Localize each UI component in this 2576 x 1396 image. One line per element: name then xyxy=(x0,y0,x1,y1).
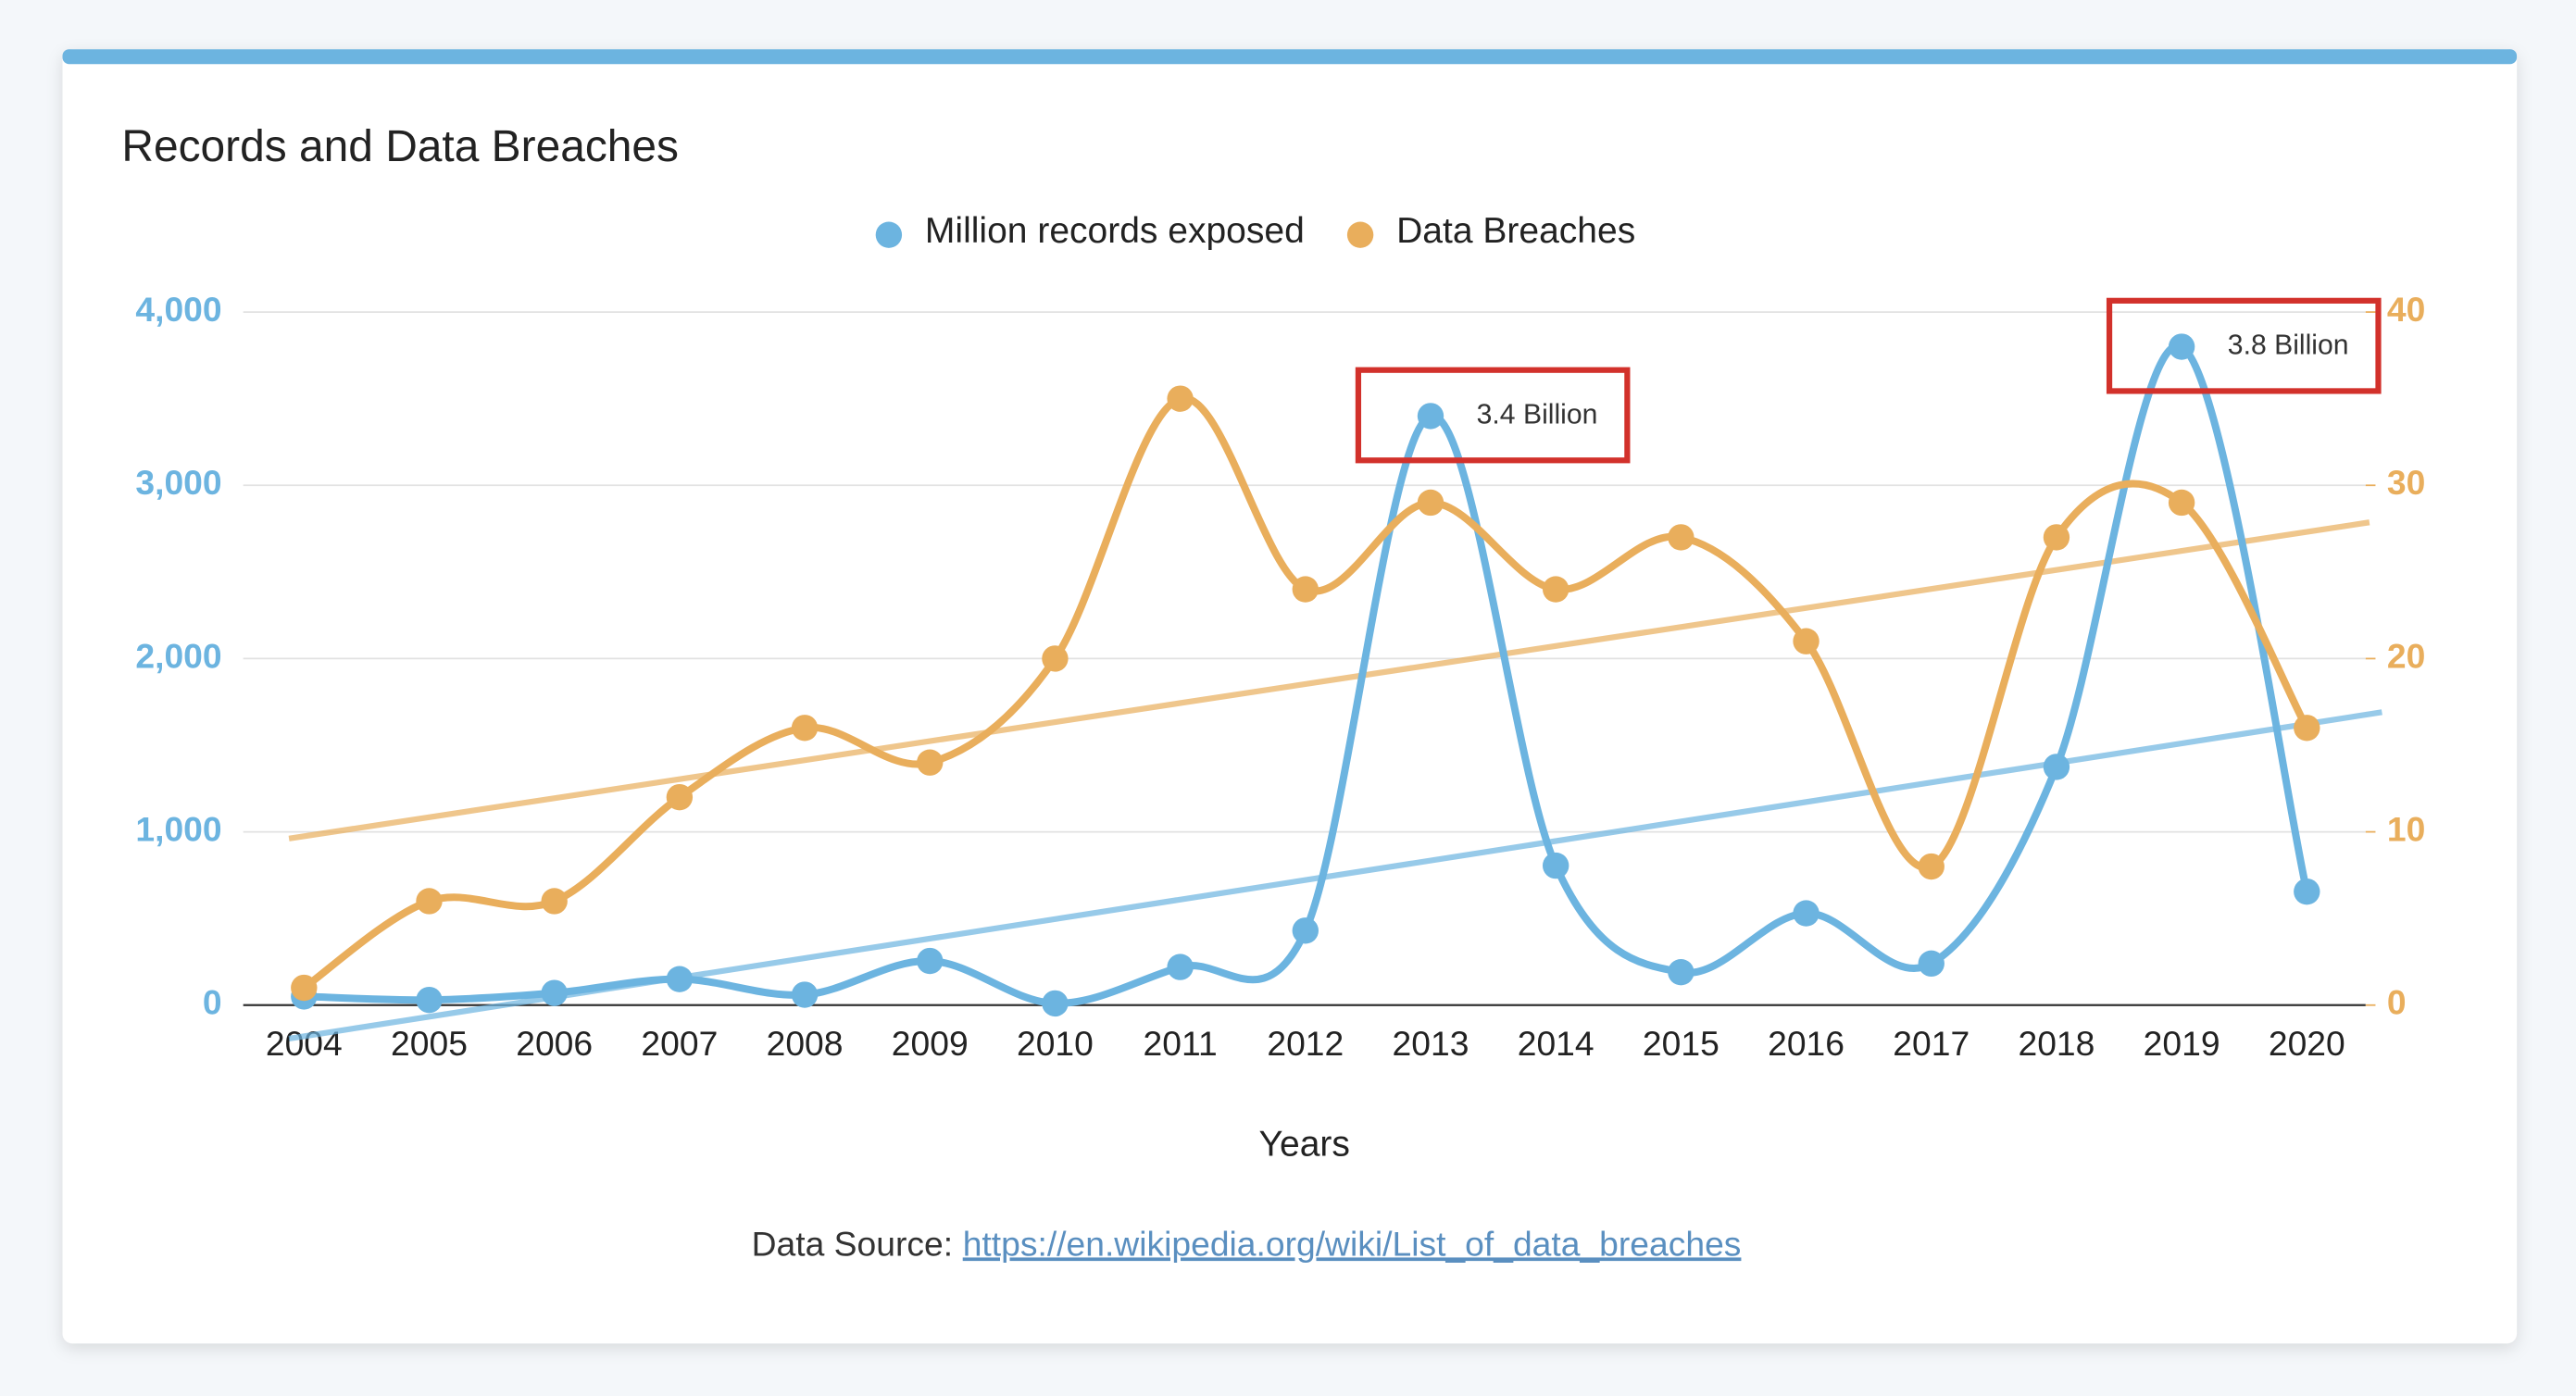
data-point xyxy=(917,947,944,975)
y2-tick-label: 40 xyxy=(2387,290,2425,329)
y2-tick-label: 0 xyxy=(2387,983,2407,1022)
legend: Million records exposed Data Breaches xyxy=(875,211,1635,251)
x-tick-label: 2016 xyxy=(1768,1024,1844,1063)
x-tick-label: 2015 xyxy=(1643,1024,1719,1063)
legend-marker xyxy=(1346,221,1374,248)
data-point xyxy=(1793,900,1819,927)
data-point xyxy=(1417,403,1444,430)
data-point xyxy=(541,888,568,915)
x-tick-label: 2006 xyxy=(516,1024,593,1063)
x-tick-label: 2009 xyxy=(892,1024,969,1063)
data-point xyxy=(791,981,819,1008)
y2-tick-label: 30 xyxy=(2387,463,2425,502)
legend-marker xyxy=(875,221,903,248)
data-point xyxy=(1542,576,1569,603)
x-tick-label: 2017 xyxy=(1893,1024,1970,1063)
data-point xyxy=(1793,628,1819,654)
data-point xyxy=(1292,917,1319,944)
data-point xyxy=(2294,715,2320,742)
data-point xyxy=(666,966,694,992)
data-point xyxy=(291,974,318,1002)
data-point xyxy=(1042,990,1069,1017)
x-tick-label: 2007 xyxy=(641,1024,718,1063)
data-point xyxy=(1167,954,1194,980)
data-point xyxy=(666,783,694,811)
data-point xyxy=(1918,950,1945,978)
y2-tick-label: 20 xyxy=(2387,636,2425,675)
y2-tick-label: 10 xyxy=(2387,809,2425,848)
legend-label: Data Breaches xyxy=(1396,211,1635,251)
data-point xyxy=(917,749,944,776)
x-tick-label: 2020 xyxy=(2269,1024,2345,1063)
data-point xyxy=(2168,333,2195,360)
y-tick-label: 2,000 xyxy=(135,636,221,675)
x-tick-label: 2019 xyxy=(2144,1024,2220,1063)
data-label: 3.4 Billion xyxy=(1477,399,1598,430)
x-tick-label: 2013 xyxy=(1393,1024,1469,1063)
data-point xyxy=(2294,878,2320,905)
data-point xyxy=(416,888,443,915)
y-tick-label: 0 xyxy=(203,983,222,1022)
y-tick-label: 3,000 xyxy=(135,463,221,502)
y-tick-label: 4,000 xyxy=(135,290,221,329)
x-tick-label: 2018 xyxy=(2018,1024,2095,1063)
chart-title: Records and Data Breaches xyxy=(121,122,679,171)
data-point xyxy=(1167,385,1194,412)
data-point xyxy=(1292,576,1319,603)
y-tick-label: 1,000 xyxy=(135,809,221,848)
data-point xyxy=(1542,852,1569,879)
x-tick-label: 2011 xyxy=(1144,1024,1218,1063)
card-top-bar xyxy=(62,49,2518,65)
x-tick-label: 2005 xyxy=(391,1024,468,1063)
trendline xyxy=(288,519,2370,841)
source-link[interactable]: https://en.wikipedia.org/wiki/List_of_da… xyxy=(963,1224,1742,1263)
data-point xyxy=(2043,524,2070,551)
data-point xyxy=(416,986,443,1014)
data-point xyxy=(2168,489,2195,517)
data-point xyxy=(791,715,819,742)
x-tick-label: 2010 xyxy=(1017,1024,1094,1063)
x-tick-label: 2012 xyxy=(1267,1024,1344,1063)
data-point xyxy=(2043,754,2070,780)
data-point xyxy=(1417,489,1444,517)
source-label: Data Source: xyxy=(752,1224,953,1263)
data-point xyxy=(1042,645,1069,672)
annotation-box xyxy=(1355,367,1631,464)
annotation-box xyxy=(2106,297,2382,394)
data-point xyxy=(1668,959,1694,986)
x-axis-title: Years xyxy=(1259,1125,1350,1165)
card xyxy=(62,49,2518,1344)
x-tick-label: 2008 xyxy=(767,1024,844,1063)
data-point xyxy=(1918,853,1945,880)
legend-label: Million records exposed xyxy=(925,211,1305,251)
data-point xyxy=(1668,524,1694,551)
data-label: 3.8 Billion xyxy=(2228,330,2349,360)
x-tick-label: 2014 xyxy=(1518,1024,1594,1063)
data-point xyxy=(541,979,568,1006)
